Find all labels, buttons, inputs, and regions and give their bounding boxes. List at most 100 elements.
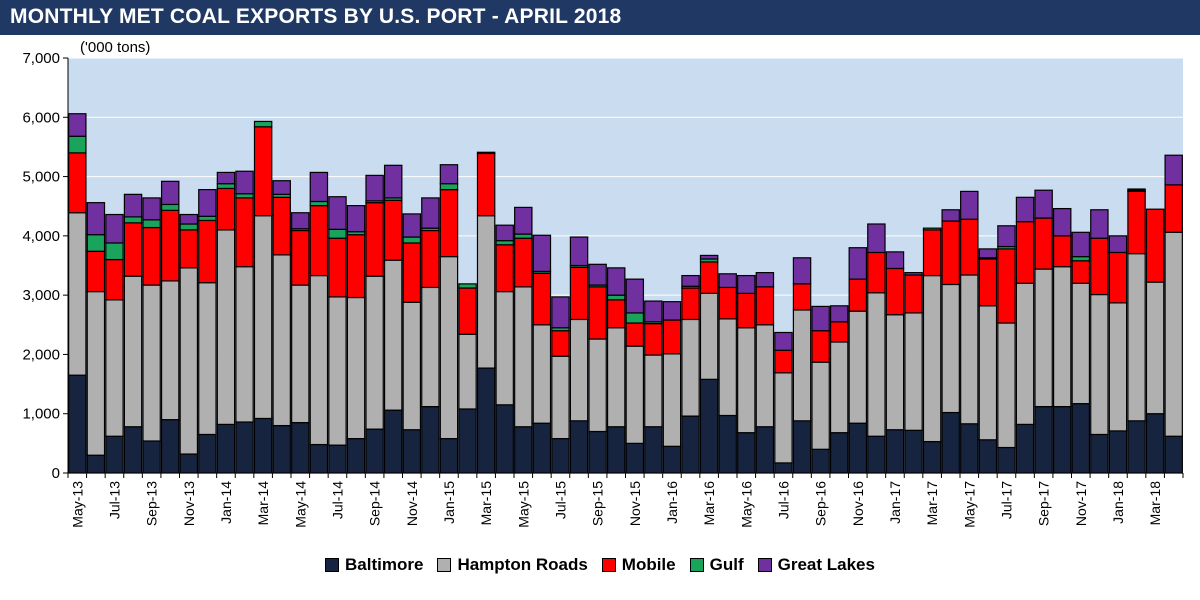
x-tick-label: Jan-16 — [664, 481, 680, 524]
bar-segment — [160, 180, 180, 206]
bar-segment — [1145, 413, 1165, 474]
legend-swatch — [689, 558, 704, 572]
bar-segment — [885, 314, 905, 431]
bar-segment — [1108, 302, 1128, 432]
bar-segment — [216, 183, 236, 190]
bar-segment — [569, 236, 589, 267]
bar-segment — [198, 189, 217, 217]
bar-segment — [402, 236, 422, 244]
bar-segment — [941, 283, 960, 414]
bar-segment — [774, 462, 793, 474]
bar-stack — [253, 120, 273, 474]
bar-segment — [495, 244, 514, 293]
bar-stack — [532, 234, 552, 474]
bar-segment — [699, 261, 719, 294]
bar-segment — [551, 330, 570, 357]
bar-stack — [383, 164, 403, 474]
bar-segment — [346, 205, 366, 233]
bar-segment — [1052, 266, 1072, 408]
bar-stack — [644, 300, 663, 474]
bar-segment — [904, 274, 923, 314]
x-tick-label: Jul-15 — [552, 481, 568, 519]
bar-segment — [1090, 237, 1109, 296]
bar-stack — [105, 213, 124, 474]
bar-segment — [625, 442, 645, 474]
bar-segment — [1164, 154, 1183, 186]
bar-segment — [476, 151, 496, 155]
bar-segment — [328, 296, 347, 446]
bar-stack — [402, 213, 422, 474]
bar-segment — [532, 324, 552, 424]
bar-stack — [160, 180, 180, 474]
bar-segment — [941, 411, 960, 474]
bar-segment — [309, 200, 329, 207]
bar-segment — [848, 278, 868, 312]
bar-stack — [569, 236, 589, 474]
bar-stack — [476, 151, 496, 474]
bar-segment — [439, 256, 459, 440]
bar-segment — [439, 183, 459, 191]
bar-stack — [960, 190, 979, 474]
bar-segment — [997, 225, 1016, 248]
bar-segment — [253, 417, 273, 474]
bar-segment — [737, 327, 756, 434]
bar-stack — [1071, 231, 1091, 474]
bar-segment — [1108, 430, 1128, 474]
bar-segment — [792, 283, 812, 311]
x-tick-label: Jan-14 — [218, 481, 234, 524]
bar-segment — [811, 330, 830, 363]
bar-stack — [737, 274, 756, 474]
bar-segment — [588, 286, 607, 340]
bar-segment — [198, 282, 217, 436]
bar-stack — [142, 197, 161, 474]
bar-segment — [235, 193, 254, 199]
bar-segment — [1015, 196, 1035, 223]
bar-segment — [774, 372, 793, 464]
bar-segment — [532, 234, 552, 273]
bar-stack — [904, 272, 923, 474]
bar-segment — [402, 213, 422, 238]
bar-segment — [142, 284, 161, 442]
bar-segment — [1052, 406, 1072, 474]
bar-segment — [755, 272, 775, 288]
bar-segment — [774, 331, 793, 351]
bar-segment — [718, 273, 737, 289]
bar-segment — [755, 426, 775, 474]
bar-segment — [235, 197, 254, 268]
bar-stack — [829, 305, 849, 474]
bar-segment — [1164, 435, 1183, 474]
y-tick-label: 5,000 — [22, 169, 60, 186]
bar-segment — [1034, 217, 1053, 270]
bar-stack — [328, 196, 347, 474]
bar-stack — [272, 180, 291, 474]
bar-segment — [551, 296, 570, 329]
bar-segment — [309, 205, 329, 277]
bar-stack — [625, 278, 645, 474]
bar-segment — [755, 324, 775, 428]
bar-segment — [922, 274, 942, 443]
bar-segment — [346, 234, 366, 299]
x-tick-label: May-16 — [738, 481, 754, 528]
bar-segment — [1090, 433, 1109, 474]
bar-stack — [606, 267, 626, 474]
bar-segment — [383, 164, 403, 199]
bar-segment — [569, 318, 589, 422]
bar-segment — [644, 426, 663, 474]
bar-segment — [365, 275, 384, 430]
bar-segment — [1108, 251, 1128, 304]
bar-segment — [978, 248, 998, 259]
chart-title: MONTHLY MET COAL EXPORTS BY U.S. PORT - … — [10, 5, 622, 28]
bar-segment — [606, 299, 626, 329]
bar-segment — [1164, 184, 1183, 233]
x-tick-label: Sep-16 — [813, 481, 829, 526]
bar-segment — [681, 287, 700, 321]
plot-area — [68, 58, 1183, 473]
bar-stack — [179, 213, 199, 474]
bar-segment — [105, 213, 124, 244]
legend-label: Great Lakes — [777, 555, 875, 574]
x-tick-label: Sep-15 — [590, 481, 606, 526]
bar-segment — [588, 430, 607, 474]
bar-segment — [922, 440, 942, 474]
x-tick-label: Mar-16 — [701, 481, 717, 526]
bar-segment — [1052, 235, 1072, 268]
